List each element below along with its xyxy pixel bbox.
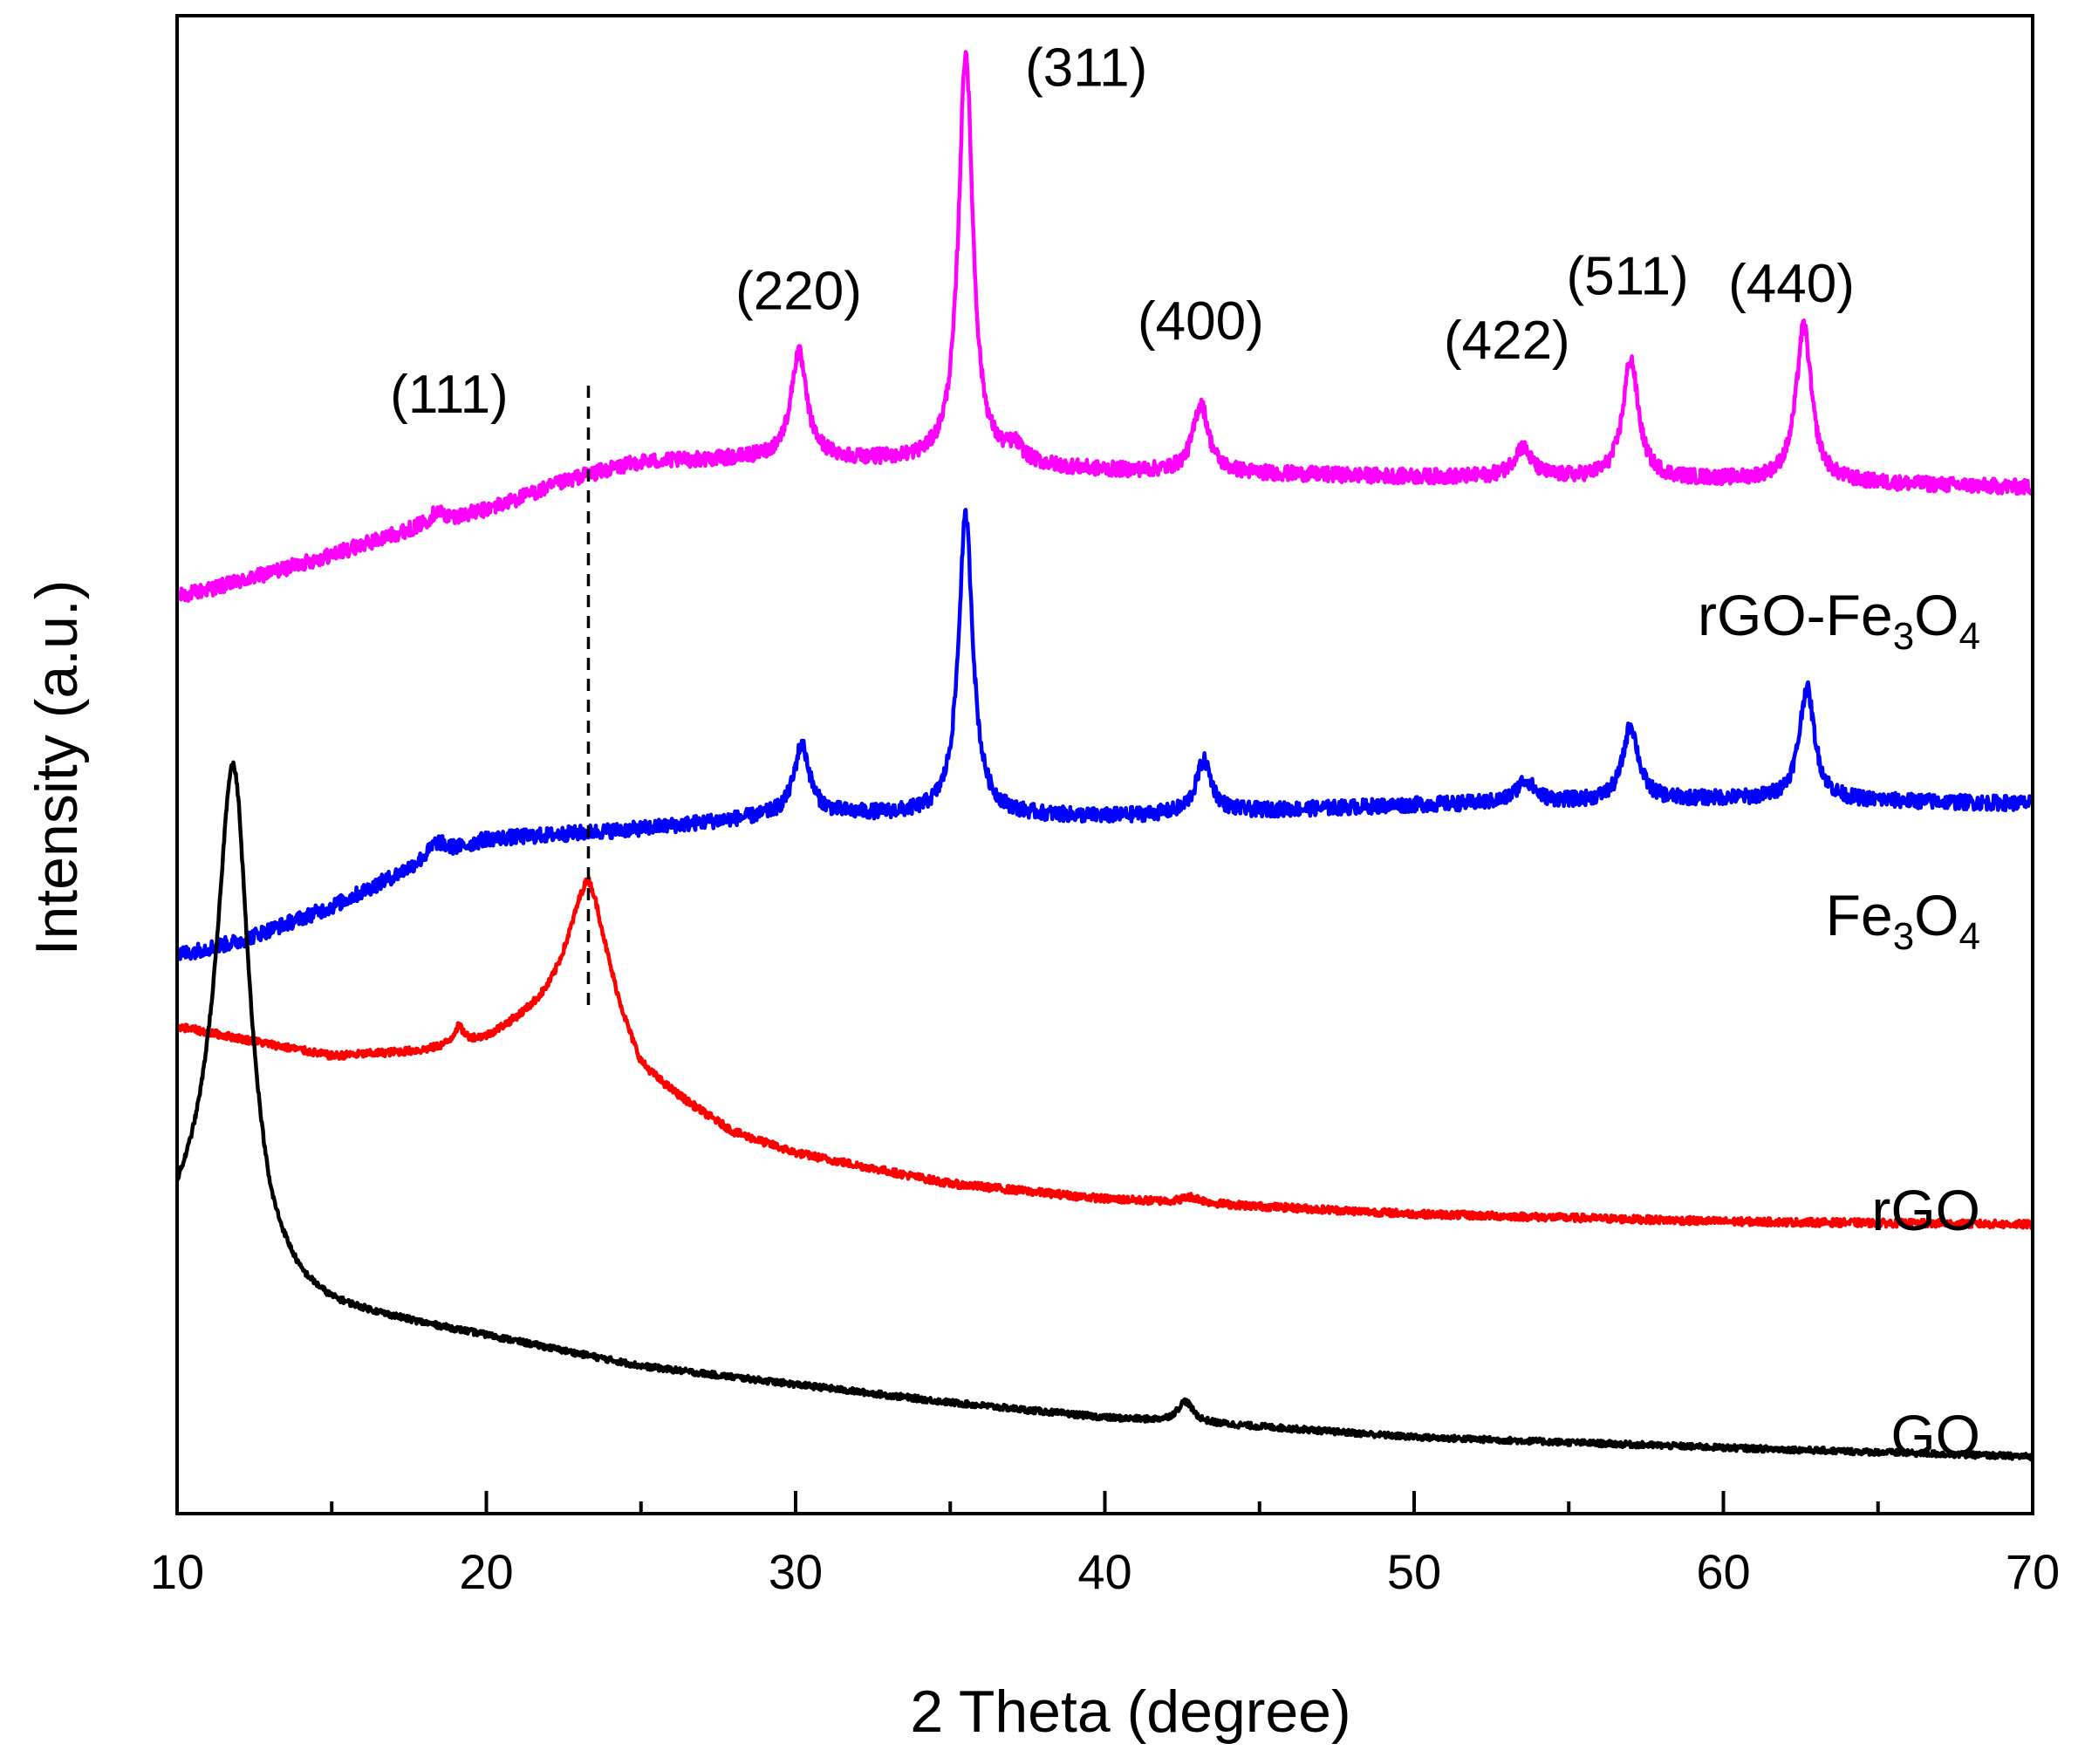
x-tick-label: 30 [769, 1544, 823, 1599]
series-label-go: GO [1890, 1403, 1980, 1467]
y-axis-label: Intensity (a.u.) [24, 580, 90, 956]
series-label-rgo-fe3o4: rGO-Fe3O4 [1698, 583, 1980, 658]
series-label-fe3o4: Fe3O4 [1826, 883, 1980, 958]
x-axis-ticks: 10 20 30 40 50 60 70 [150, 1491, 2060, 1599]
series-line-rgo-fe3o4 [177, 50, 2033, 603]
x-tick-label: 40 [1077, 1544, 1131, 1599]
peak-annotation: (440) [1728, 254, 1855, 314]
peak-annotations: (111) (220) (311) (400) (422)(511) (440) [390, 38, 1855, 425]
x-axis-label: 2 Theta (degree) [910, 1679, 1350, 1745]
peak-annotation: (220) [735, 262, 862, 322]
x-tick-label: 70 [2006, 1544, 2060, 1599]
peak-annotation: (511) [1567, 246, 1689, 306]
plot-frame [175, 14, 2034, 1515]
peak-annotation: (311) [1025, 38, 1147, 99]
x-tick-label: 20 [459, 1544, 513, 1599]
x-tick-label: 60 [1696, 1544, 1750, 1599]
peak-annotation: (111) [390, 365, 509, 425]
series-line-go [177, 760, 2033, 1462]
series-layer [177, 50, 2033, 1462]
series-line-fe3o4 [177, 508, 2033, 961]
series-label-rgo: rGO [1871, 1178, 1980, 1242]
series-line-rgo [177, 876, 2033, 1230]
peak-annotation: (422) [1444, 311, 1570, 371]
series-labels: rGO-Fe3O4 Fe3O4 rGO GO [1698, 583, 1980, 1467]
x-tick-label: 50 [1387, 1544, 1441, 1599]
x-tick-label: 10 [150, 1544, 204, 1599]
peak-annotation: (400) [1138, 291, 1264, 352]
